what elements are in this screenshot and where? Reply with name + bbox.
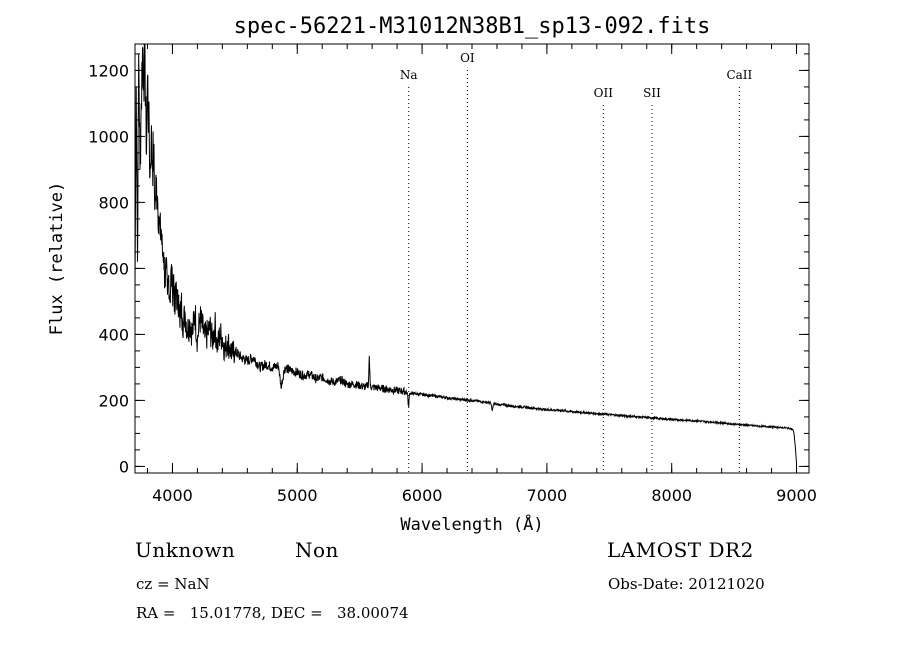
cz-value: cz = NaN — [136, 575, 210, 593]
x-tick-label: 6000 — [402, 486, 443, 505]
x-tick-label: 4000 — [152, 486, 193, 505]
survey-label: LAMOST DR2 — [607, 538, 754, 562]
class-label: Unknown — [135, 538, 236, 562]
chart-area: spec-56221-M31012N38B1_sp13-092.fits4000… — [47, 14, 817, 535]
ra-dec-coords: RA = 15.01778, DEC = 38.00074 — [136, 604, 409, 622]
x-axis-label: Wavelength (Å) — [400, 513, 543, 535]
spectral-line-label: SII — [643, 86, 661, 100]
plot-frame — [134, 43, 810, 474]
y-tick-label: 1000 — [88, 127, 129, 146]
x-tick-label: 9000 — [776, 486, 817, 505]
y-tick-label: 800 — [98, 193, 129, 212]
chart-title: spec-56221-M31012N38B1_sp13-092.fits — [234, 14, 711, 39]
spectrum-chart: spec-56221-M31012N38B1_sp13-092.fits4000… — [47, 14, 817, 535]
y-tick-label: 400 — [98, 325, 129, 344]
spectral-line-label: OI — [460, 51, 475, 65]
spectral-line-label: Na — [400, 68, 418, 82]
y-tick-label: 600 — [98, 259, 129, 278]
y-tick-label: 1200 — [88, 61, 129, 80]
y-axis-label: Flux (relative) — [47, 182, 67, 336]
y-tick-label: 0 — [119, 457, 129, 476]
spectrum-line — [135, 44, 797, 464]
x-tick-label: 8000 — [651, 486, 692, 505]
obs-date: Obs-Date: 20121020 — [608, 575, 765, 593]
x-tick-label: 5000 — [277, 486, 318, 505]
subclass-label: Non — [295, 538, 339, 562]
spectral-line-label: CaII — [726, 68, 752, 82]
spectral-line-label: OII — [594, 86, 614, 100]
y-tick-label: 200 — [98, 391, 129, 410]
x-tick-label: 7000 — [527, 486, 568, 505]
